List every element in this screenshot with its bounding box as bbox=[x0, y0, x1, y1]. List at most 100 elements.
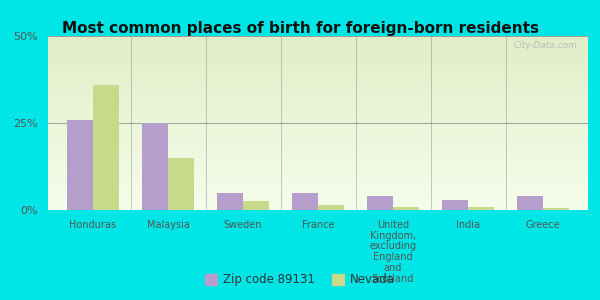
Bar bbox=[468, 206, 494, 210]
Bar bbox=[48, 149, 588, 151]
Bar bbox=[48, 76, 588, 78]
Bar bbox=[48, 125, 588, 127]
Bar bbox=[318, 205, 344, 210]
Bar bbox=[48, 189, 588, 191]
Bar bbox=[48, 193, 588, 194]
Bar bbox=[48, 97, 588, 99]
Bar bbox=[48, 116, 588, 118]
Bar bbox=[48, 205, 588, 206]
Bar bbox=[48, 99, 588, 100]
Bar bbox=[48, 118, 588, 119]
Bar bbox=[48, 208, 588, 210]
Bar bbox=[48, 106, 588, 107]
Bar bbox=[48, 182, 588, 184]
Bar bbox=[48, 119, 588, 121]
Bar bbox=[48, 85, 588, 86]
Bar bbox=[517, 196, 543, 210]
Text: City-Data.com: City-Data.com bbox=[513, 41, 577, 50]
Bar bbox=[48, 135, 588, 137]
Bar bbox=[168, 158, 194, 210]
Bar bbox=[48, 177, 588, 179]
Bar bbox=[48, 147, 588, 149]
Bar bbox=[48, 67, 588, 69]
Bar bbox=[48, 203, 588, 205]
Bar bbox=[292, 193, 318, 210]
Bar bbox=[48, 48, 588, 50]
Bar bbox=[48, 90, 588, 92]
Bar bbox=[48, 206, 588, 208]
Bar bbox=[142, 123, 168, 210]
Bar bbox=[48, 201, 588, 203]
Bar bbox=[48, 62, 588, 64]
Bar bbox=[48, 92, 588, 93]
Bar bbox=[48, 104, 588, 106]
Bar bbox=[48, 146, 588, 147]
Bar bbox=[243, 201, 269, 210]
Bar bbox=[48, 46, 588, 48]
Bar bbox=[48, 40, 588, 41]
Bar bbox=[48, 198, 588, 200]
Bar bbox=[48, 95, 588, 97]
Bar bbox=[48, 161, 588, 163]
Bar bbox=[48, 83, 588, 85]
Bar bbox=[48, 140, 588, 142]
Bar bbox=[48, 121, 588, 123]
Bar bbox=[48, 154, 588, 156]
Bar bbox=[48, 43, 588, 45]
Bar bbox=[48, 139, 588, 140]
Bar bbox=[48, 107, 588, 109]
Bar bbox=[48, 58, 588, 60]
Bar bbox=[48, 173, 588, 175]
Bar bbox=[48, 88, 588, 90]
Bar bbox=[48, 81, 588, 83]
Bar bbox=[48, 64, 588, 66]
Bar bbox=[48, 53, 588, 55]
Bar bbox=[48, 200, 588, 201]
Bar bbox=[48, 74, 588, 76]
Bar bbox=[48, 128, 588, 130]
Bar bbox=[48, 41, 588, 43]
Bar bbox=[48, 130, 588, 132]
Bar bbox=[48, 60, 588, 62]
Bar bbox=[442, 200, 468, 210]
Bar bbox=[67, 119, 93, 210]
Bar bbox=[393, 207, 419, 210]
Bar bbox=[48, 191, 588, 193]
Bar bbox=[48, 179, 588, 180]
Bar bbox=[48, 73, 588, 74]
Bar bbox=[48, 69, 588, 71]
Bar bbox=[48, 168, 588, 170]
Bar bbox=[217, 193, 243, 210]
Bar bbox=[48, 170, 588, 172]
Bar bbox=[48, 36, 588, 38]
Bar bbox=[48, 50, 588, 52]
Bar bbox=[48, 196, 588, 198]
Bar bbox=[48, 93, 588, 95]
Bar bbox=[48, 111, 588, 112]
Bar bbox=[48, 134, 588, 135]
Bar bbox=[48, 71, 588, 73]
Bar bbox=[48, 156, 588, 158]
Bar bbox=[48, 160, 588, 161]
Bar bbox=[48, 66, 588, 67]
Bar bbox=[48, 167, 588, 168]
Bar bbox=[48, 151, 588, 153]
Bar bbox=[48, 142, 588, 144]
Bar bbox=[48, 102, 588, 104]
Bar bbox=[48, 165, 588, 167]
Bar bbox=[48, 127, 588, 128]
Bar bbox=[48, 186, 588, 188]
Bar bbox=[48, 188, 588, 189]
Bar bbox=[48, 137, 588, 139]
Bar bbox=[48, 172, 588, 173]
Bar bbox=[48, 123, 588, 125]
Bar bbox=[48, 180, 588, 182]
Bar bbox=[48, 100, 588, 102]
Bar bbox=[48, 153, 588, 154]
Bar bbox=[48, 80, 588, 81]
Text: Most common places of birth for foreign-born residents: Most common places of birth for foreign-… bbox=[62, 21, 539, 36]
Bar bbox=[48, 57, 588, 58]
Bar bbox=[48, 38, 588, 40]
Bar bbox=[48, 194, 588, 196]
Bar bbox=[367, 196, 393, 210]
